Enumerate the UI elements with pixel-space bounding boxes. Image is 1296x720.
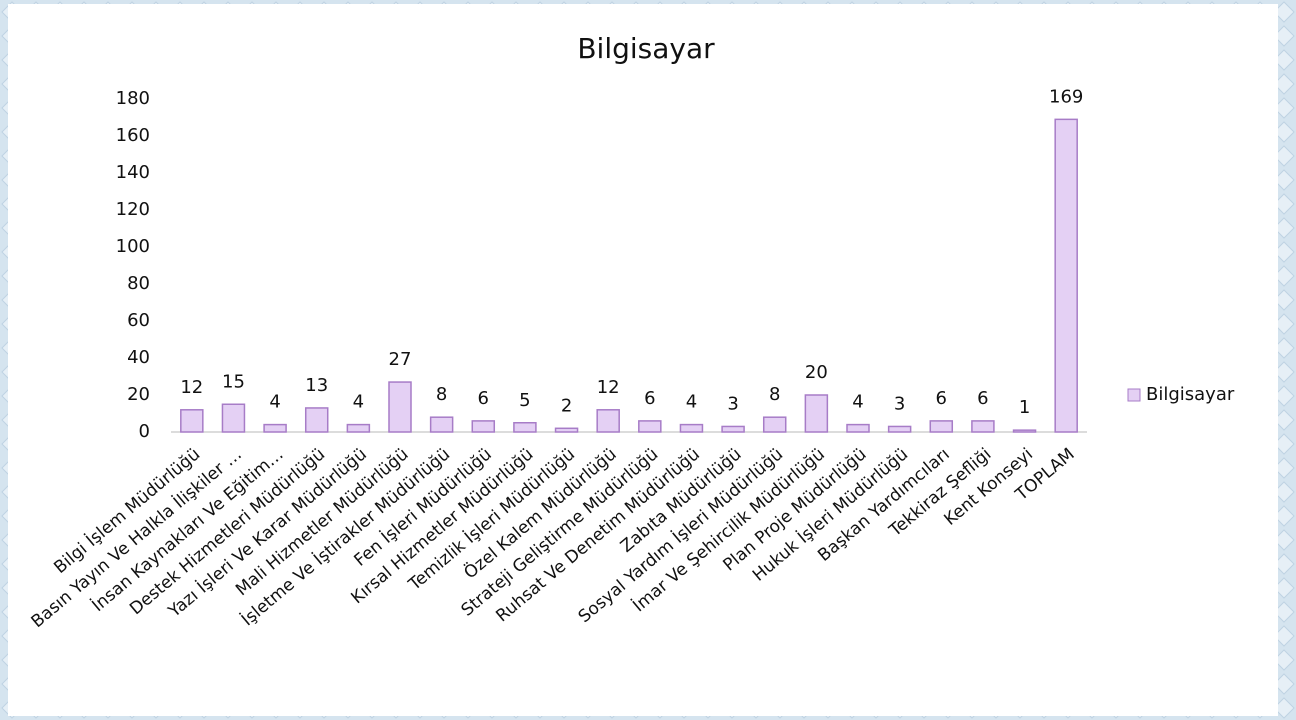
- value-label: 5: [519, 390, 530, 411]
- value-label: 4: [852, 392, 863, 413]
- value-label: 12: [180, 377, 203, 398]
- bar: [513, 422, 537, 433]
- value-label: 6: [478, 388, 489, 409]
- bar: [929, 420, 954, 433]
- bar: [721, 425, 745, 433]
- value-label: 27: [389, 349, 412, 370]
- y-tick-label: 60: [127, 310, 150, 331]
- value-label: 8: [436, 384, 447, 405]
- bar: [762, 416, 787, 433]
- bar: [971, 420, 995, 433]
- bar: [638, 420, 662, 433]
- bar: [554, 427, 579, 433]
- bar: [846, 423, 870, 433]
- value-label: 8: [769, 384, 780, 405]
- y-tick-label: 80: [127, 273, 150, 294]
- bar: [804, 394, 829, 433]
- bar: [1012, 429, 1037, 433]
- bar: [429, 416, 454, 433]
- value-label: 4: [269, 392, 280, 413]
- y-tick-label: 20: [127, 384, 150, 405]
- value-label: 2: [561, 395, 572, 416]
- bar: [887, 425, 912, 433]
- y-tick-label: 180: [116, 88, 150, 109]
- value-label: 6: [644, 388, 655, 409]
- y-tick-label: 160: [116, 125, 150, 146]
- value-label: 3: [894, 393, 905, 414]
- value-label: 15: [222, 371, 245, 392]
- value-label: 6: [977, 388, 988, 409]
- value-label: 13: [305, 375, 328, 396]
- value-label: 1: [1019, 397, 1030, 418]
- y-tick-label: 40: [127, 347, 150, 368]
- y-tick-label: 140: [116, 162, 150, 183]
- bar: [263, 423, 287, 433]
- value-label: 4: [686, 392, 697, 413]
- value-label: 4: [353, 392, 364, 413]
- value-label: 12: [597, 377, 620, 398]
- y-tick-label: 120: [116, 199, 150, 220]
- y-tick-label: 0: [139, 421, 150, 442]
- bar: [1054, 118, 1078, 433]
- value-label: 169: [1049, 86, 1083, 107]
- bar: [180, 409, 204, 433]
- chart-title: Bilgisayar: [577, 32, 715, 65]
- legend-label: Bilgisayar: [1146, 384, 1235, 405]
- value-label: 6: [936, 388, 947, 409]
- bar: [388, 381, 412, 433]
- bar: [221, 403, 246, 433]
- bar: [596, 409, 620, 433]
- bar: [471, 420, 496, 433]
- bar: [679, 423, 704, 433]
- bar: [304, 407, 329, 433]
- value-label: 20: [805, 362, 828, 383]
- legend-swatch: [1127, 388, 1141, 402]
- bar: [346, 423, 371, 433]
- y-tick-label: 100: [116, 236, 150, 257]
- value-label: 3: [727, 393, 738, 414]
